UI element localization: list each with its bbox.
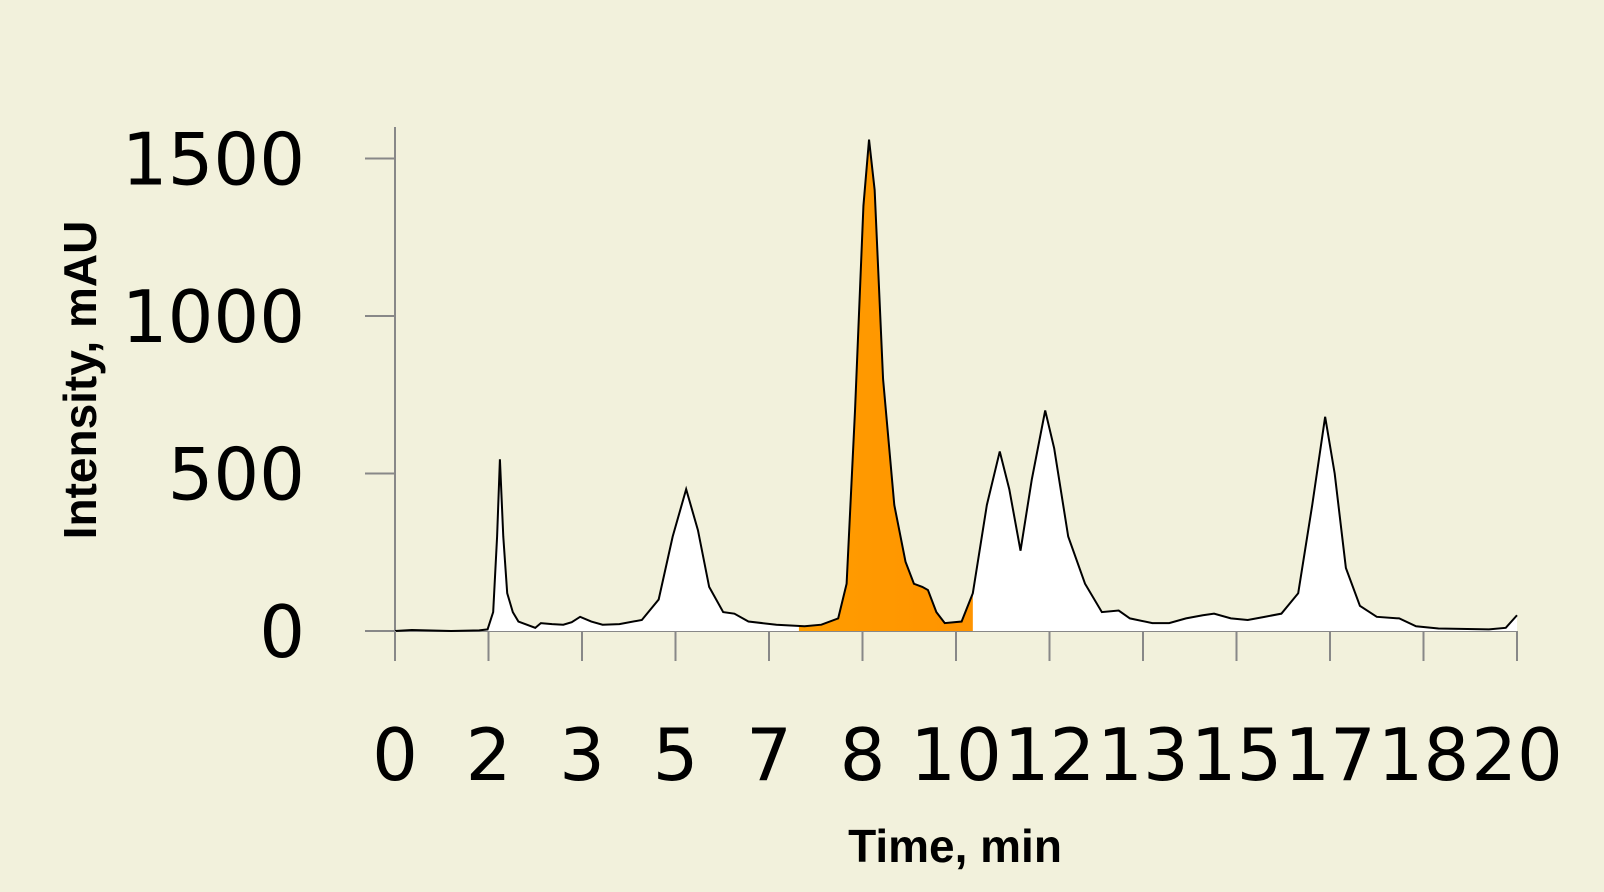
x-tick-label: 0 [372, 713, 418, 797]
y-tick-label: 1500 [122, 118, 305, 202]
x-tick-label: 5 [653, 713, 699, 797]
x-tick-label: 15 [1191, 713, 1283, 797]
highlight-area [798, 139, 973, 631]
area-fill [395, 139, 1517, 631]
y-tick-label: 1000 [122, 275, 305, 359]
x-tick-label: 3 [559, 713, 605, 797]
y-tick-label: 500 [168, 433, 305, 517]
series-line [394, 139, 1518, 633]
x-tick-label: 18 [1378, 713, 1470, 797]
x-tick-label: 2 [466, 713, 512, 797]
x-tick-label: 10 [910, 713, 1002, 797]
x-tick-label: 8 [840, 713, 886, 797]
y-tick-label: 0 [259, 590, 305, 674]
x-tick-label: 20 [1471, 713, 1563, 797]
x-tick-label: 7 [746, 713, 792, 797]
x-tick-label: 13 [1097, 713, 1189, 797]
x-tick-label: 17 [1284, 713, 1376, 797]
y-axis-title: Intensity, mAU [54, 221, 106, 540]
x-axis-title: Time, min [848, 820, 1062, 872]
x-tick-label: 12 [1004, 713, 1096, 797]
